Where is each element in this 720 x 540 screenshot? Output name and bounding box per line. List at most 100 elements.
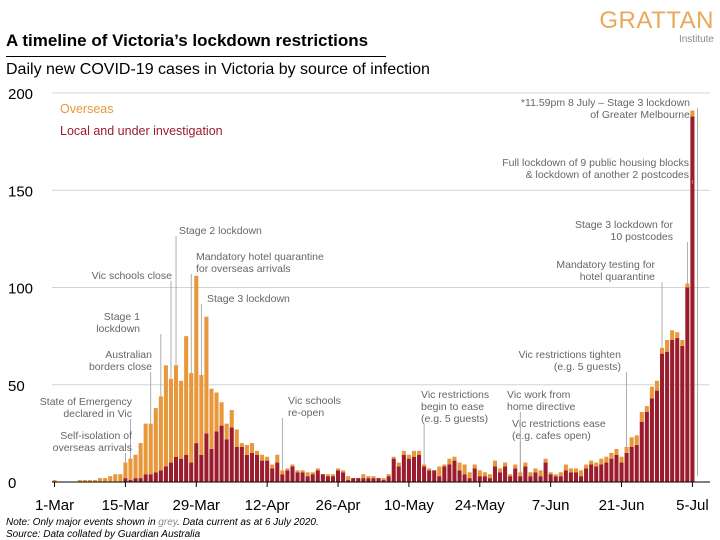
bar-local — [209, 448, 214, 482]
bar-overseas — [77, 480, 82, 482]
bar-overseas — [589, 460, 594, 465]
bar-overseas — [523, 462, 528, 467]
bar-overseas — [229, 410, 234, 428]
bar-overseas — [422, 464, 427, 467]
bar-local — [371, 478, 376, 482]
annotation-text: home directive — [507, 401, 575, 413]
bar-local — [189, 462, 194, 482]
bar-overseas — [543, 458, 548, 463]
bar-local — [462, 474, 467, 482]
gridlines — [52, 92, 710, 386]
bar-overseas — [654, 380, 659, 391]
bar-overseas — [462, 464, 467, 475]
bar-overseas — [558, 472, 563, 477]
bar-overseas — [513, 464, 518, 469]
bar-overseas — [199, 375, 204, 455]
bar-local — [573, 472, 578, 482]
bar-local — [285, 470, 290, 482]
bar-local — [158, 470, 163, 482]
bar-local — [391, 458, 396, 482]
bar-overseas — [680, 340, 685, 346]
annotation-text: Stage 3 lockdown — [207, 293, 290, 305]
bar-local — [472, 468, 477, 482]
bar-overseas — [300, 470, 305, 473]
bar-local — [320, 474, 325, 482]
bar-local — [442, 466, 447, 482]
bar-local — [654, 390, 659, 482]
bar-local — [568, 472, 573, 482]
bar-overseas — [482, 472, 487, 477]
bar-overseas — [563, 464, 568, 471]
annotation-text: Mandatory hotel quarantine — [196, 251, 324, 263]
annotation-text: Vic restrictions tighten — [518, 349, 621, 361]
bar-overseas — [275, 454, 280, 463]
bar-local — [533, 472, 538, 482]
bar-overseas — [675, 332, 680, 339]
bar-overseas — [280, 470, 285, 475]
annotation-text: overseas arrivals — [53, 442, 132, 454]
bar-overseas — [52, 480, 57, 482]
note-grey: grey — [158, 517, 178, 528]
bar-local — [229, 427, 234, 482]
bar-overseas — [204, 316, 209, 434]
bar-local — [508, 476, 513, 482]
bar-overseas — [325, 474, 330, 477]
bar-overseas — [599, 458, 604, 465]
bar-overseas — [487, 474, 492, 479]
bar-overseas — [639, 411, 644, 422]
bar-local — [128, 480, 133, 482]
x-tick-label: 15-Mar — [102, 497, 150, 514]
bar-local — [148, 474, 153, 482]
bar-overseas — [518, 472, 523, 477]
bar-overseas — [649, 386, 654, 399]
bar-overseas — [427, 468, 432, 471]
bar-overseas — [452, 456, 457, 461]
bar-overseas — [609, 452, 614, 459]
bar-local — [482, 476, 487, 482]
bar-overseas — [184, 336, 189, 455]
bar-local — [133, 478, 138, 482]
bar-overseas — [472, 464, 477, 469]
bar-overseas — [391, 456, 396, 459]
bar-overseas — [336, 468, 341, 471]
x-tick-label: 7-Jun — [532, 497, 570, 514]
bar-overseas — [255, 450, 260, 455]
bar-overseas — [498, 468, 503, 473]
note-suffix: . Data current as at 6 July 2020. — [177, 517, 319, 528]
bar-overseas — [619, 456, 624, 463]
brand-name: GRATTAN — [599, 7, 714, 34]
bar-overseas — [660, 347, 665, 354]
note-prefix: Note: Only major events shown in — [6, 517, 159, 528]
bar-local — [219, 425, 224, 482]
bar-local — [163, 466, 168, 482]
bar-overseas — [690, 110, 695, 117]
bar-overseas — [118, 474, 123, 482]
bar-overseas — [634, 435, 639, 446]
bar-overseas — [194, 275, 199, 444]
bar-local — [548, 474, 553, 482]
bar-overseas — [406, 454, 411, 459]
bar-local — [290, 466, 295, 482]
bar-local — [457, 470, 462, 482]
bar-local — [599, 464, 604, 482]
bar-local — [143, 474, 148, 482]
bar-overseas — [179, 380, 184, 459]
bar-overseas — [503, 462, 508, 467]
bar-overseas — [158, 396, 163, 471]
bar-overseas — [371, 476, 376, 479]
bar-overseas — [98, 478, 103, 482]
bar-overseas — [457, 462, 462, 471]
bar-overseas — [467, 472, 472, 479]
annotation-text: Mandatory testing for — [556, 259, 655, 271]
bar-overseas — [644, 406, 649, 412]
bar-local — [624, 452, 629, 482]
bar-overseas — [573, 468, 578, 473]
annotation-text: of Greater Melbourne — [590, 109, 690, 121]
bar-local — [589, 464, 594, 482]
bar-local — [690, 116, 695, 482]
bar-local — [376, 478, 381, 482]
bar-local — [538, 476, 543, 482]
annotation-text: borders close — [89, 361, 152, 373]
